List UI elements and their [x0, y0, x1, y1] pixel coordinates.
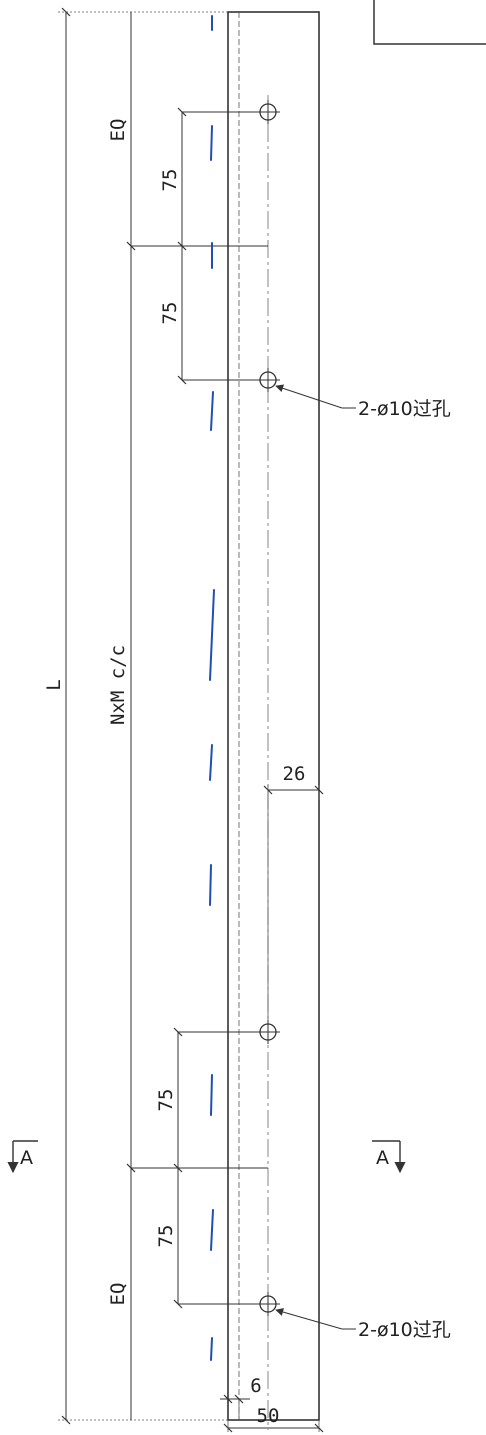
plate-outline — [227, 11, 320, 1421]
callout-text-top: 2-ø10过孔 — [358, 398, 451, 420]
dim-label-75-top-1: 75 — [159, 169, 181, 192]
section-marker-left: A — [7, 1140, 38, 1174]
dim-label-eq-bottom: EQ — [107, 1283, 129, 1306]
dim-hole-offset: 26 — [263, 763, 324, 1020]
dim-label-nxm: NxM c/c — [107, 645, 129, 725]
dim-label-75-bottom-1: 75 — [155, 1089, 177, 1112]
blue-pen-marks — [209, 15, 215, 1361]
dim-label-50: 50 — [257, 1405, 280, 1427]
section-label-right: A — [376, 1147, 389, 1169]
dim-label-eq-top: EQ — [107, 119, 129, 142]
hole-top-1 — [256, 100, 280, 124]
dim-label-75-bottom-2: 75 — [155, 1225, 177, 1248]
dim-hole-pitch-bottom: 75 75 — [155, 1027, 268, 1309]
hole-callout-top: 2-ø10过孔 — [275, 384, 451, 420]
section-label-left: A — [20, 1147, 33, 1169]
section-marker-right: A — [372, 1140, 406, 1174]
hole-bottom-1 — [256, 1020, 280, 1044]
dim-bottom-width: 6 50 — [220, 1375, 324, 1433]
title-block-corner — [373, 0, 486, 45]
hole-callout-bottom: 2-ø10过孔 — [275, 1308, 451, 1341]
hole-top-2 — [256, 368, 280, 392]
callout-text-bottom: 2-ø10过孔 — [358, 1319, 451, 1341]
hole-bottom-2 — [256, 1292, 280, 1316]
dim-label-26: 26 — [283, 763, 306, 785]
dim-label-6: 6 — [250, 1375, 261, 1397]
dim-overall-length: L — [43, 7, 228, 1425]
dim-label-L: L — [43, 679, 65, 690]
dim-hole-pitch-top: 75 75 — [159, 107, 268, 385]
dim-label-75-top-2: 75 — [159, 302, 181, 325]
dim-chain-center-spacing: EQ NxM c/c EQ — [107, 12, 268, 1420]
